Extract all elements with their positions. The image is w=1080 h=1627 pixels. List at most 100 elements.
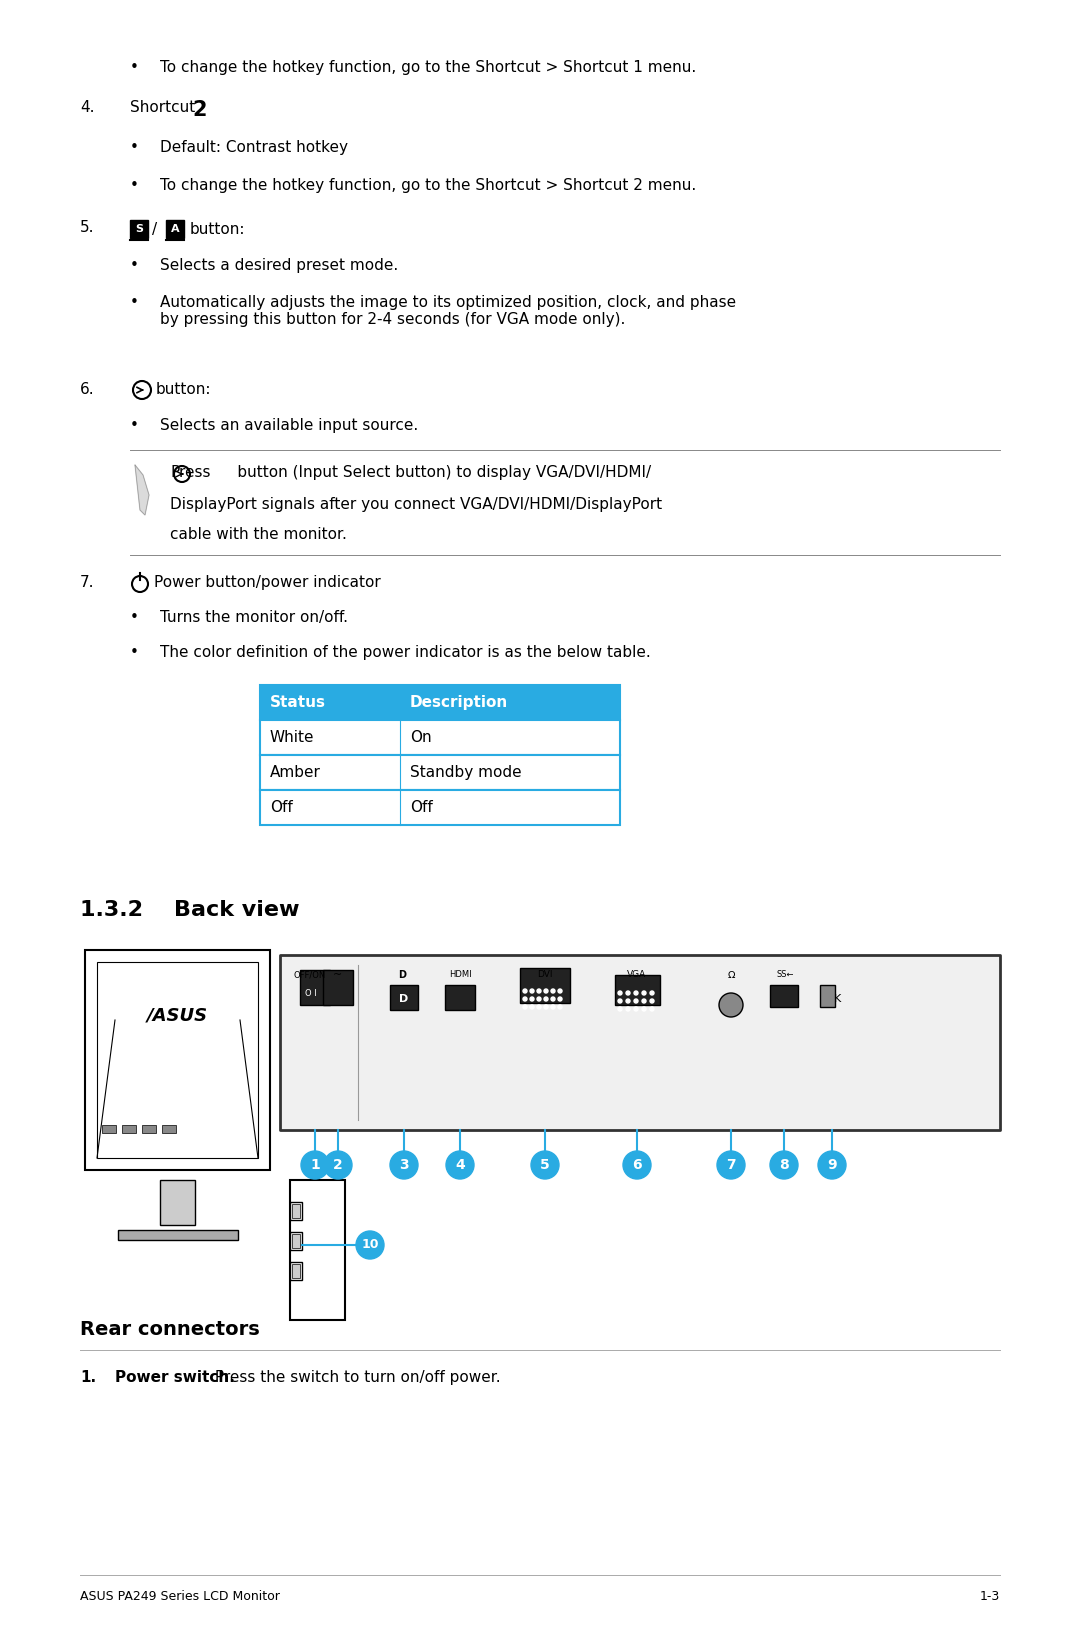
Bar (445, 984, 475, 1010)
Circle shape (301, 1150, 329, 1180)
Text: VGA: VGA (627, 970, 647, 979)
Circle shape (356, 1232, 384, 1259)
Text: /: / (152, 221, 157, 236)
Text: 3: 3 (400, 1158, 409, 1171)
Text: Shortcut: Shortcut (130, 99, 195, 116)
Bar (260, 791, 620, 825)
Text: ASUS PA249 Series LCD Monitor: ASUS PA249 Series LCD Monitor (80, 1590, 280, 1603)
Bar (85, 950, 270, 1170)
Text: K: K (834, 994, 841, 1004)
Text: 5: 5 (540, 1158, 550, 1171)
Circle shape (626, 991, 630, 996)
Bar (260, 685, 620, 721)
Text: Rear connectors: Rear connectors (80, 1319, 260, 1339)
Bar (300, 970, 330, 1005)
Circle shape (530, 989, 534, 992)
Text: •: • (130, 177, 139, 194)
Bar (292, 1264, 300, 1277)
Bar (291, 1202, 302, 1220)
Circle shape (650, 999, 654, 1002)
Text: 4.: 4. (80, 99, 95, 116)
Circle shape (537, 997, 541, 1001)
Text: 2: 2 (192, 99, 206, 120)
Circle shape (650, 991, 654, 996)
Circle shape (558, 997, 562, 1001)
Circle shape (544, 997, 548, 1001)
Text: 4: 4 (455, 1158, 464, 1171)
Text: DisplayPort signals after you connect VGA/DVI/HDMI/DisplayPort: DisplayPort signals after you connect VG… (170, 496, 662, 513)
Text: •: • (130, 294, 139, 311)
Bar (141, 1124, 156, 1132)
Bar (519, 968, 570, 1002)
Bar (97, 962, 258, 1158)
Bar (291, 1263, 302, 1280)
Text: cable with the monitor.: cable with the monitor. (170, 527, 347, 542)
Bar (118, 1230, 238, 1240)
Text: D: D (400, 994, 408, 1004)
Bar (390, 984, 418, 1010)
Text: Status: Status (270, 695, 326, 709)
Circle shape (770, 1150, 798, 1180)
Text: •: • (130, 610, 139, 625)
Bar (323, 970, 353, 1005)
Text: 7.: 7. (80, 574, 95, 591)
Text: Standby mode: Standby mode (410, 765, 522, 779)
Circle shape (634, 991, 638, 996)
FancyBboxPatch shape (130, 220, 148, 238)
Circle shape (618, 1007, 622, 1010)
Circle shape (551, 1005, 555, 1009)
Circle shape (618, 991, 622, 996)
Text: /ASUS: /ASUS (147, 1005, 208, 1023)
Circle shape (642, 1007, 646, 1010)
Text: Amber: Amber (270, 765, 321, 779)
Text: button:: button: (156, 382, 212, 397)
Bar (820, 984, 835, 1007)
Circle shape (390, 1150, 418, 1180)
Text: 7: 7 (726, 1158, 735, 1171)
Circle shape (446, 1150, 474, 1180)
Circle shape (642, 999, 646, 1002)
Text: Selects an available input source.: Selects an available input source. (160, 418, 418, 433)
Circle shape (544, 1005, 548, 1009)
Text: Automatically adjusts the image to its optimized position, clock, and phase
by p: Automatically adjusts the image to its o… (160, 294, 737, 327)
Text: 1: 1 (310, 1158, 320, 1171)
Text: 5.: 5. (80, 220, 95, 234)
Circle shape (558, 989, 562, 992)
Circle shape (537, 989, 541, 992)
Text: Off: Off (410, 800, 433, 815)
Bar (280, 955, 1000, 1131)
Bar (102, 1124, 116, 1132)
Text: Press: Press (170, 465, 211, 480)
Text: 10: 10 (361, 1238, 379, 1251)
Text: Power switch.: Power switch. (114, 1370, 234, 1385)
Text: Off: Off (270, 800, 293, 815)
Text: •: • (130, 140, 139, 155)
Text: ~: ~ (334, 970, 342, 979)
Circle shape (642, 991, 646, 996)
Text: •: • (130, 60, 139, 75)
Text: button (Input Select button) to display VGA/DVI/HDMI/: button (Input Select button) to display … (213, 465, 651, 480)
Text: •: • (130, 418, 139, 433)
Circle shape (626, 999, 630, 1002)
Text: 6.: 6. (80, 382, 95, 397)
Text: SS←: SS← (777, 970, 794, 979)
Bar (292, 1233, 300, 1248)
Circle shape (523, 997, 527, 1001)
Circle shape (634, 999, 638, 1002)
Text: •: • (130, 259, 139, 273)
Text: Turns the monitor on/off.: Turns the monitor on/off. (160, 610, 348, 625)
Text: 8: 8 (779, 1158, 788, 1171)
Text: Description: Description (410, 695, 509, 709)
Text: Ω: Ω (727, 970, 734, 979)
Circle shape (719, 992, 743, 1017)
Text: Power button/power indicator: Power button/power indicator (154, 574, 381, 591)
Circle shape (537, 1005, 541, 1009)
Bar (122, 1124, 136, 1132)
Circle shape (551, 989, 555, 992)
Text: 9: 9 (827, 1158, 837, 1171)
Circle shape (558, 1005, 562, 1009)
Circle shape (531, 1150, 559, 1180)
Text: D: D (399, 970, 406, 979)
Text: 1.: 1. (80, 1370, 96, 1385)
FancyBboxPatch shape (166, 220, 184, 238)
